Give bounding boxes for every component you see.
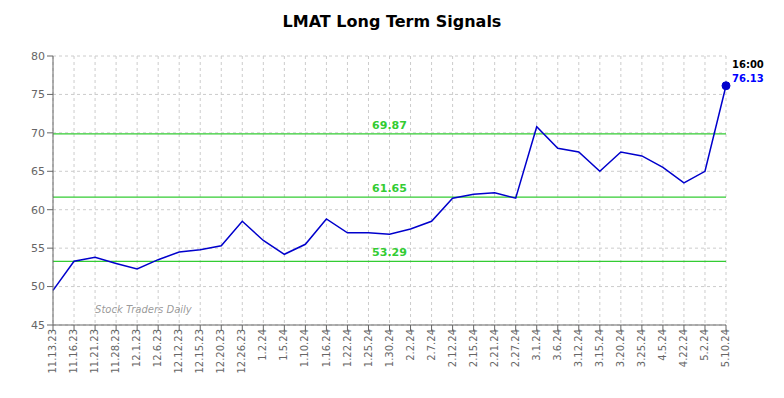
svg-text:3.15.24: 3.15.24 [594,329,605,367]
svg-text:61.65: 61.65 [372,182,407,195]
svg-text:69.87: 69.87 [372,119,407,132]
svg-text:80: 80 [31,50,45,63]
svg-text:4.22.24: 4.22.24 [678,329,689,367]
svg-text:3.20.24: 3.20.24 [615,329,626,367]
svg-text:3.1.24: 3.1.24 [531,329,542,361]
svg-text:5.2.24: 5.2.24 [699,329,710,361]
svg-text:16:00: 16:00 [732,59,764,70]
svg-text:1.25.24: 1.25.24 [363,329,374,367]
svg-text:60: 60 [31,204,45,217]
svg-text:2.7.24: 2.7.24 [426,329,437,361]
svg-text:75: 75 [31,88,45,101]
svg-text:12.15.23: 12.15.23 [194,329,205,374]
svg-text:11.28.23: 11.28.23 [110,329,121,374]
svg-text:70: 70 [31,127,45,140]
svg-text:12.1.23: 12.1.23 [131,329,142,367]
svg-text:12.12.23: 12.12.23 [173,329,184,374]
svg-text:3.12.24: 3.12.24 [573,329,584,367]
svg-text:1.16.24: 1.16.24 [321,329,332,367]
svg-text:1.5.24: 1.5.24 [278,329,289,361]
html-text:LMAT Long Term Signals: LMAT Long Term Signals [282,12,502,31]
svg-text:55: 55 [31,242,45,255]
svg-text:3.25.24: 3.25.24 [636,329,647,367]
svg-text:2.2.24: 2.2.24 [405,329,416,361]
svg-text:1.22.24: 1.22.24 [342,329,353,367]
svg-text:2.15.24: 2.15.24 [468,329,479,367]
svg-text:2.12.24: 2.12.24 [447,329,458,367]
svg-text:53.29: 53.29 [372,246,407,259]
svg-text:65: 65 [31,165,45,178]
svg-text:76.13: 76.13 [732,73,764,84]
svg-text:45: 45 [31,319,45,332]
svg-text:50: 50 [31,280,45,293]
svg-text:11.16.23: 11.16.23 [68,329,79,374]
svg-text:11.21.23: 11.21.23 [89,329,100,374]
svg-text:12.20.23: 12.20.23 [215,329,226,374]
svg-text:3.6.24: 3.6.24 [552,329,563,361]
svg-text:1.10.24: 1.10.24 [299,329,310,367]
svg-text:12.6.23: 12.6.23 [152,329,163,367]
svg-text:11.13.23: 11.13.23 [47,329,58,374]
svg-text:12.26.23: 12.26.23 [236,329,247,374]
svg-text:5.10.24: 5.10.24 [720,329,731,367]
svg-text:1.2.24: 1.2.24 [257,329,268,361]
svg-text:2.27.24: 2.27.24 [510,329,521,367]
svg-text:4.5.24: 4.5.24 [657,329,668,361]
svg-text:1.30.24: 1.30.24 [384,329,395,367]
svg-text:Stock Traders Daily: Stock Traders Daily [95,304,193,315]
svg-text:2.21.24: 2.21.24 [489,329,500,367]
